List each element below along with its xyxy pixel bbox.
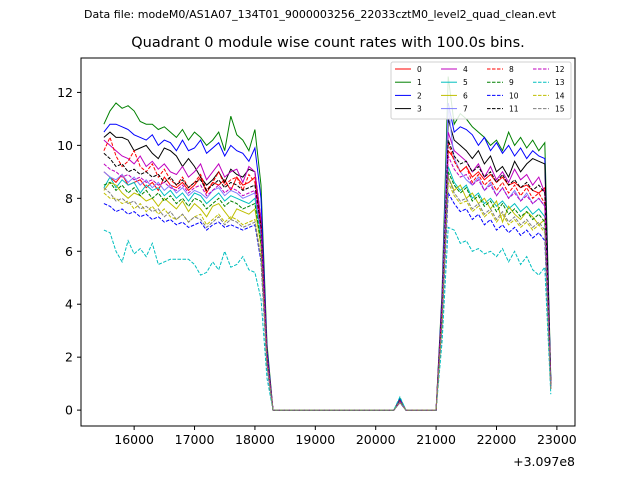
- y-axis: 0 2 4 6 8 10 12: [57, 85, 81, 418]
- legend-label-15: 15: [555, 105, 565, 114]
- legend-box: [390, 61, 572, 120]
- legend-label-8: 8: [509, 65, 514, 74]
- legend-label-4: 4: [463, 65, 468, 74]
- legend-label-9: 9: [509, 78, 514, 87]
- figure-suptitle: Data file: modeM0/AS1A07_134T01_90000032…: [84, 8, 556, 21]
- legend-label-2: 2: [417, 91, 422, 100]
- series-line-14: [103, 182, 552, 411]
- legend-label-3: 3: [417, 105, 422, 114]
- series-line-6: [103, 176, 552, 411]
- x-tick-label: 17000: [175, 432, 215, 447]
- x-tick-label: 18000: [235, 432, 275, 447]
- series-line-3: [103, 118, 552, 411]
- y-tick-label: 4: [65, 297, 73, 312]
- y-tick-label: 8: [65, 191, 73, 206]
- series-line-11: [103, 139, 552, 411]
- x-offset-label: +3.097e8: [513, 454, 575, 469]
- series-line-9: [103, 171, 552, 411]
- legend-label-7: 7: [463, 105, 468, 114]
- legend-label-13: 13: [555, 78, 565, 87]
- series-line-13: [103, 226, 552, 411]
- legend-label-0: 0: [417, 65, 422, 74]
- y-tick-label: 6: [65, 244, 73, 259]
- series-line-1: [103, 76, 552, 411]
- x-tick-label: 23000: [537, 432, 577, 447]
- legend-label-11: 11: [509, 105, 519, 114]
- x-tick-label: 19000: [295, 432, 335, 447]
- legend-label-14: 14: [555, 91, 565, 100]
- x-tick-label: 21000: [416, 432, 456, 447]
- chart-title: Quadrant 0 module wise count rates with …: [131, 35, 525, 51]
- series-lines: [103, 76, 552, 411]
- y-tick-label: 2: [65, 350, 73, 365]
- series-line-10: [103, 191, 552, 411]
- series-line-2: [103, 102, 552, 411]
- legend-label-12: 12: [555, 65, 565, 74]
- y-tick-label: 12: [57, 85, 73, 100]
- series-line-12: [103, 155, 552, 411]
- series-line-15: [103, 176, 552, 411]
- x-axis: 16000 17000 18000 19000 20000 21000 22000 23000: [114, 426, 577, 447]
- plot-frame: [80, 57, 576, 427]
- legend-label-10: 10: [509, 91, 519, 100]
- legend-label-5: 5: [463, 78, 468, 87]
- series-line-5: [103, 166, 552, 411]
- x-tick-label: 16000: [114, 432, 154, 447]
- legend-label-1: 1: [417, 78, 422, 87]
- y-tick-label: 10: [57, 138, 73, 153]
- x-tick-label: 22000: [477, 432, 517, 447]
- series-line-4: [103, 131, 552, 411]
- legend-label-6: 6: [463, 91, 468, 100]
- x-tick-label: 20000: [356, 432, 396, 447]
- y-tick-label: 0: [65, 403, 73, 418]
